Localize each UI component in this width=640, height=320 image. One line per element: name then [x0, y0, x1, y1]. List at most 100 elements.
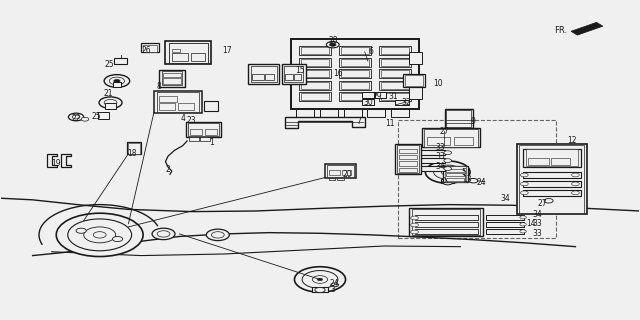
- Bar: [205, 129, 216, 135]
- Text: 27: 27: [538, 198, 547, 207]
- Circle shape: [104, 100, 117, 106]
- Bar: [410, 166, 445, 171]
- Circle shape: [294, 267, 346, 292]
- Bar: [380, 46, 412, 55]
- Bar: [415, 215, 477, 220]
- Bar: [252, 74, 264, 80]
- Bar: [106, 103, 116, 109]
- Bar: [410, 52, 422, 64]
- Text: 24: 24: [476, 178, 486, 187]
- Circle shape: [572, 191, 579, 195]
- Circle shape: [411, 230, 419, 234]
- Text: 27: 27: [439, 127, 449, 136]
- Circle shape: [572, 182, 579, 186]
- Bar: [447, 173, 465, 176]
- Bar: [301, 82, 329, 89]
- Text: 20: 20: [342, 170, 352, 179]
- Text: 34: 34: [500, 194, 510, 204]
- Bar: [301, 93, 329, 100]
- Bar: [169, 43, 208, 63]
- Circle shape: [444, 151, 452, 155]
- Text: 28: 28: [328, 36, 337, 45]
- Bar: [403, 74, 426, 87]
- Bar: [291, 39, 419, 109]
- Bar: [299, 58, 331, 67]
- Text: 29: 29: [372, 92, 382, 101]
- Polygon shape: [47, 154, 57, 167]
- Bar: [163, 78, 180, 84]
- Bar: [397, 145, 419, 173]
- Circle shape: [317, 278, 323, 281]
- Text: 31: 31: [388, 92, 397, 101]
- Polygon shape: [571, 22, 603, 35]
- Circle shape: [315, 287, 325, 292]
- Bar: [422, 128, 479, 147]
- Text: 32: 32: [401, 98, 411, 107]
- Bar: [447, 110, 471, 127]
- Bar: [339, 81, 371, 90]
- Bar: [447, 178, 465, 181]
- Circle shape: [520, 191, 528, 195]
- Bar: [410, 150, 445, 155]
- Bar: [415, 229, 477, 234]
- Bar: [341, 47, 369, 54]
- Circle shape: [113, 236, 123, 242]
- Circle shape: [520, 223, 526, 226]
- Bar: [188, 123, 219, 136]
- Text: 25: 25: [104, 60, 114, 69]
- Text: 8: 8: [157, 82, 161, 91]
- Bar: [186, 122, 221, 137]
- Bar: [396, 144, 421, 174]
- Bar: [381, 82, 410, 89]
- Circle shape: [520, 182, 528, 186]
- Bar: [339, 46, 371, 55]
- Bar: [523, 172, 580, 178]
- Circle shape: [56, 213, 143, 257]
- Bar: [399, 168, 417, 172]
- Bar: [362, 92, 374, 98]
- Bar: [342, 170, 351, 175]
- Text: 34: 34: [435, 162, 445, 171]
- Bar: [265, 74, 274, 80]
- Bar: [381, 47, 410, 54]
- Bar: [285, 74, 292, 80]
- Bar: [396, 100, 410, 105]
- Text: 18: 18: [127, 149, 136, 158]
- Bar: [428, 137, 450, 145]
- Bar: [443, 166, 468, 182]
- Text: 22: 22: [71, 114, 81, 123]
- Circle shape: [442, 169, 454, 175]
- Bar: [172, 52, 188, 60]
- Bar: [178, 103, 194, 110]
- Bar: [381, 93, 410, 100]
- Bar: [189, 129, 202, 135]
- Bar: [447, 169, 465, 172]
- Circle shape: [331, 283, 339, 287]
- Polygon shape: [285, 117, 365, 128]
- Circle shape: [520, 216, 526, 219]
- Bar: [380, 69, 412, 78]
- Bar: [204, 101, 218, 111]
- Text: 23: 23: [186, 116, 196, 125]
- Circle shape: [445, 171, 451, 173]
- Bar: [341, 82, 369, 89]
- Circle shape: [84, 227, 116, 243]
- Bar: [163, 73, 180, 77]
- Circle shape: [68, 219, 132, 251]
- Circle shape: [76, 228, 86, 233]
- Circle shape: [520, 173, 528, 177]
- Bar: [325, 164, 356, 178]
- Bar: [344, 109, 362, 117]
- Bar: [445, 109, 473, 128]
- Bar: [312, 287, 328, 292]
- Bar: [320, 109, 338, 117]
- Text: 30: 30: [363, 98, 372, 107]
- Bar: [375, 92, 387, 98]
- Circle shape: [326, 42, 339, 48]
- Circle shape: [206, 229, 229, 241]
- Bar: [162, 71, 182, 85]
- Circle shape: [72, 115, 80, 119]
- Text: 19: 19: [51, 159, 61, 168]
- Text: 33: 33: [532, 219, 542, 228]
- Bar: [337, 178, 344, 180]
